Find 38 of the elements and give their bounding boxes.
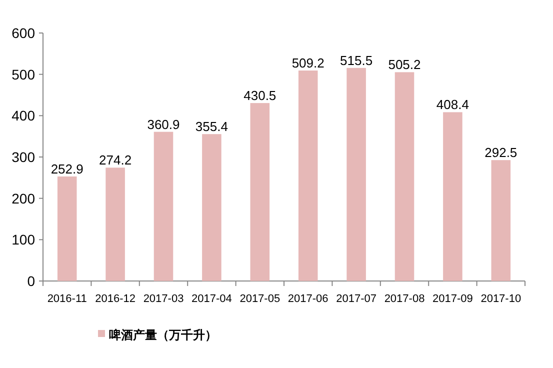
bar xyxy=(106,168,125,281)
data-label: 509.2 xyxy=(292,56,324,71)
bar xyxy=(202,134,222,281)
bar xyxy=(394,72,414,281)
bar xyxy=(491,160,511,281)
x-tick-label: 2017-09 xyxy=(432,293,473,305)
y-tick-label: 600 xyxy=(12,25,36,41)
bar xyxy=(57,176,77,281)
data-label: 292.5 xyxy=(484,145,518,160)
bar xyxy=(346,68,366,281)
x-tick-label: 2017-08 xyxy=(384,293,425,305)
x-tick-label: 2017-10 xyxy=(480,293,522,305)
y-tick-label: 500 xyxy=(12,66,36,82)
x-tick-label: 2017-03 xyxy=(143,293,184,305)
y-tick-label: 300 xyxy=(12,149,36,165)
data-label: 505.2 xyxy=(388,57,421,72)
data-label: 355.4 xyxy=(195,119,228,134)
data-label: 430.5 xyxy=(244,88,276,104)
bar xyxy=(250,103,270,281)
x-tick-label: 2016-12 xyxy=(95,293,136,305)
x-tick-label: 2016-11 xyxy=(47,293,87,305)
bar xyxy=(298,70,318,281)
y-tick-label: 200 xyxy=(12,190,36,206)
x-tick-label: 2017-06 xyxy=(288,293,328,305)
y-tick-label: 0 xyxy=(27,273,36,289)
x-tick-label: 2017-07 xyxy=(336,293,376,305)
data-label: 515.5 xyxy=(340,52,373,68)
data-label: 408.4 xyxy=(436,97,469,112)
x-tick-label: 2017-04 xyxy=(192,293,232,305)
data-label: 274.2 xyxy=(99,152,132,168)
bar xyxy=(443,112,462,281)
data-label: 252.9 xyxy=(50,161,84,176)
y-tick-label: 100 xyxy=(12,232,36,248)
data-label: 360.9 xyxy=(147,116,180,132)
y-tick-label: 400 xyxy=(12,108,36,124)
bar xyxy=(154,132,174,281)
x-tick-label: 2017-05 xyxy=(240,293,280,305)
legend-label: 啤酒产量（万千升） xyxy=(109,328,217,342)
